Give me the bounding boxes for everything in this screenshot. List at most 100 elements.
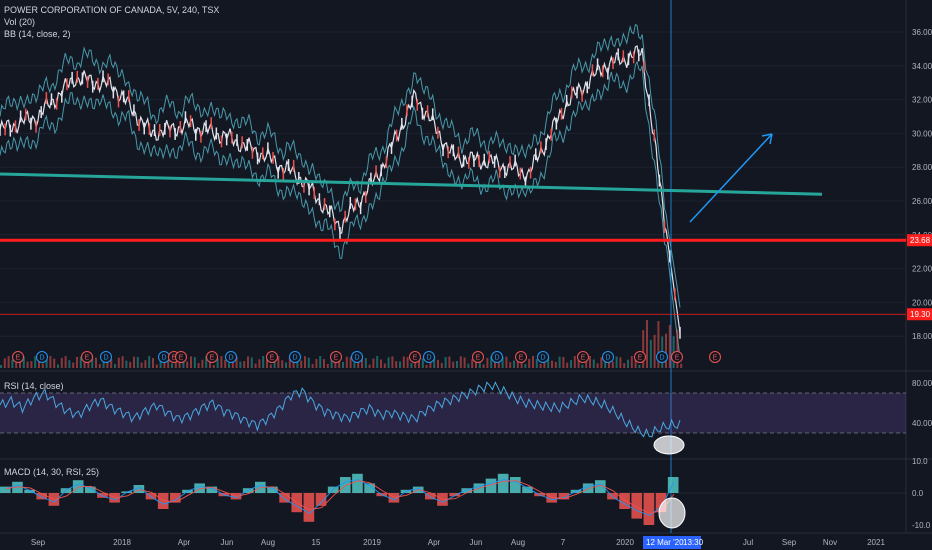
earnings-event-icon: E — [81, 351, 93, 363]
macd-histogram-bar — [461, 488, 473, 493]
volume-bar — [619, 357, 622, 368]
event-label: E — [210, 355, 215, 362]
volume-bar — [429, 358, 432, 368]
rsi-highlight-ellipse — [653, 435, 685, 455]
volume-bar — [95, 357, 97, 368]
volume-bar — [399, 361, 401, 368]
volume-bar — [440, 362, 443, 368]
volume-bar — [372, 358, 375, 368]
price-tick-label: 20.00 — [912, 298, 932, 307]
volume-bar — [558, 356, 561, 368]
dividend-event-icon: D — [491, 351, 503, 363]
macd-histogram-bar — [315, 493, 327, 506]
volume-bar — [22, 356, 25, 368]
macd-histogram-bar — [340, 477, 351, 493]
volume-bar — [528, 358, 531, 368]
volume-bar — [247, 356, 249, 368]
volume-bar — [288, 356, 291, 368]
event-label: E — [270, 355, 275, 362]
volume-bar — [64, 356, 67, 368]
volume-bar — [319, 356, 322, 368]
rsi-band-fill — [0, 393, 906, 433]
volume-indicator-label: Vol (20) — [4, 17, 36, 27]
time-axis-label: Sep — [782, 538, 797, 547]
macd-indicator-label: MACD (14, 30, RSI, 25) — [4, 467, 100, 477]
event-label: E — [519, 355, 524, 362]
volume-bar — [368, 364, 371, 368]
volume-bar — [266, 358, 268, 368]
time-axis-label: 2021 — [867, 538, 885, 547]
volume-bar — [125, 360, 128, 368]
volume-bar — [26, 361, 29, 368]
volume-bar — [201, 359, 204, 368]
macd-histogram-bar — [145, 493, 157, 500]
volume-bar — [444, 357, 447, 368]
event-label: D — [161, 355, 166, 362]
volume-bar — [649, 339, 652, 368]
volume-bar — [87, 360, 90, 368]
volume-bar — [262, 356, 265, 368]
bollinger-bands-label: BB (14, close, 2) — [4, 29, 71, 39]
volume-bar — [311, 364, 314, 368]
macd-histogram-bar — [595, 480, 606, 493]
volume-bar — [551, 360, 553, 368]
dividend-event-icon: D — [537, 351, 549, 363]
time-axis-label: Nov — [823, 538, 837, 547]
dividend-event-icon: D — [225, 351, 237, 363]
volume-bar — [513, 360, 515, 368]
event-label: D — [292, 355, 297, 362]
volume-bar — [277, 356, 280, 368]
earnings-event-icon: E — [709, 351, 721, 363]
volume-bar — [406, 357, 409, 368]
macd-histogram-bar — [170, 493, 181, 503]
volume-bar — [494, 360, 496, 368]
volume-bar — [349, 356, 352, 368]
volume-bar — [638, 364, 641, 368]
earnings-event-icon: E — [206, 351, 218, 363]
volume-bar — [570, 360, 572, 368]
volume-bar — [269, 364, 272, 368]
volume-bar — [258, 359, 261, 368]
volume-bar — [186, 361, 189, 368]
earnings-event-icon: E — [175, 351, 187, 363]
volume-bar — [414, 359, 417, 368]
volume-bar — [342, 361, 344, 368]
volume-bar — [250, 357, 253, 368]
event-label: E — [334, 355, 339, 362]
volume-bar — [3, 358, 6, 368]
volume-bar — [216, 358, 219, 368]
rsi-legend: RSI (14, close) — [4, 380, 64, 392]
time-axis-label: Aug — [511, 538, 525, 547]
macd-histogram-bar — [72, 480, 84, 493]
volume-bar — [676, 329, 679, 368]
volume-bar — [136, 356, 139, 368]
event-label: D — [228, 355, 233, 362]
volume-bar — [501, 356, 504, 368]
event-label: E — [713, 355, 718, 362]
macd-histogram-bar — [667, 477, 679, 493]
volume-bar — [0, 365, 2, 368]
macd-histogram-bar — [522, 486, 533, 493]
dividend-event-icon: D — [602, 351, 614, 363]
volume-bar — [300, 360, 303, 368]
earnings-event-icon: E — [577, 351, 589, 363]
volume-bar — [182, 361, 185, 368]
macd-histogram-bar — [388, 493, 400, 503]
earnings-event-icon: E — [671, 351, 683, 363]
volume-bar — [144, 360, 147, 368]
volume-bar — [228, 362, 230, 368]
volume-bar — [60, 357, 63, 368]
volume-bar — [459, 356, 462, 368]
volume-bar — [148, 356, 151, 368]
volume-bar — [456, 361, 458, 368]
volume-bar — [608, 361, 610, 368]
volume-bar — [497, 362, 500, 368]
volume-bar — [630, 356, 633, 368]
volume-bar — [425, 364, 428, 368]
volume-bar — [433, 356, 436, 368]
last-price-tag-text: 19.30 — [910, 310, 931, 319]
volume-bar — [212, 364, 215, 368]
volume-bar — [364, 358, 367, 368]
volume-bar — [114, 363, 116, 368]
